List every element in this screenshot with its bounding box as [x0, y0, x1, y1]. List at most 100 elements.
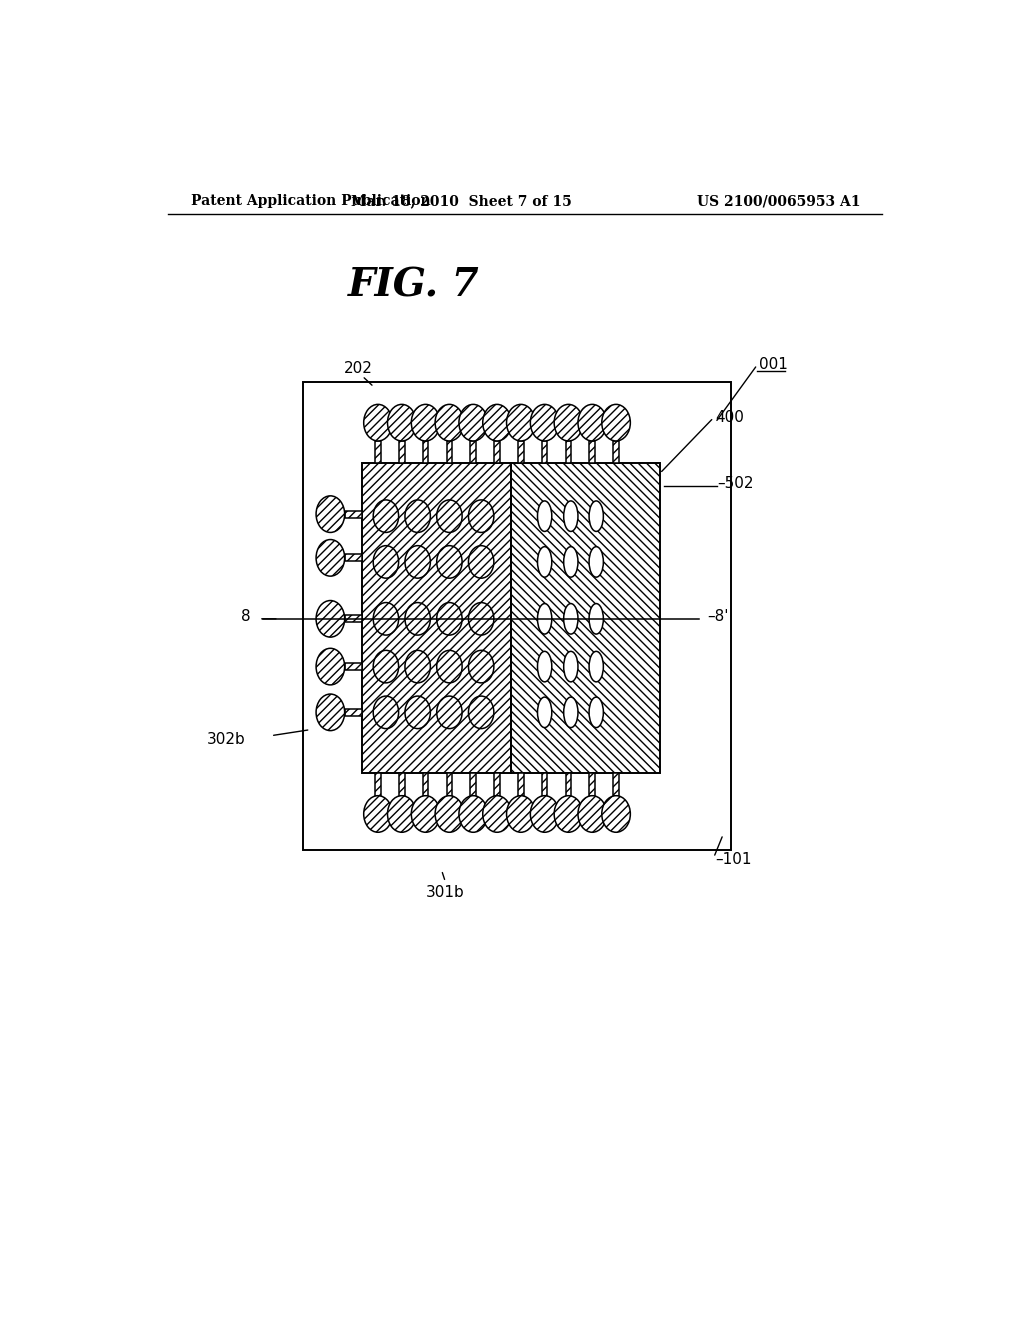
- Polygon shape: [423, 774, 428, 796]
- Circle shape: [530, 404, 559, 441]
- Bar: [303, 381, 731, 850]
- Circle shape: [316, 648, 345, 685]
- Circle shape: [373, 545, 398, 578]
- Text: 001: 001: [759, 358, 787, 372]
- Polygon shape: [565, 441, 571, 463]
- Circle shape: [602, 796, 631, 833]
- Circle shape: [316, 694, 345, 731]
- Text: 202: 202: [344, 362, 373, 376]
- Polygon shape: [590, 441, 595, 463]
- Circle shape: [404, 602, 430, 635]
- Circle shape: [530, 796, 559, 833]
- Polygon shape: [375, 774, 381, 796]
- Polygon shape: [518, 441, 523, 463]
- Circle shape: [578, 404, 606, 441]
- Text: US 2100/0065953 A1: US 2100/0065953 A1: [697, 194, 860, 209]
- Circle shape: [404, 500, 430, 532]
- Polygon shape: [542, 774, 548, 796]
- Polygon shape: [345, 511, 362, 517]
- Circle shape: [373, 696, 398, 729]
- Ellipse shape: [589, 603, 603, 634]
- Polygon shape: [613, 441, 618, 463]
- Ellipse shape: [563, 546, 578, 577]
- Circle shape: [578, 796, 606, 833]
- Circle shape: [364, 404, 392, 441]
- Polygon shape: [399, 774, 404, 796]
- Ellipse shape: [589, 500, 603, 532]
- Text: Mar. 18, 2010  Sheet 7 of 15: Mar. 18, 2010 Sheet 7 of 15: [351, 194, 571, 209]
- Circle shape: [468, 545, 494, 578]
- Circle shape: [554, 796, 583, 833]
- Circle shape: [373, 500, 398, 532]
- Polygon shape: [375, 441, 381, 463]
- Circle shape: [316, 601, 345, 638]
- Circle shape: [602, 404, 631, 441]
- Ellipse shape: [563, 697, 578, 727]
- Ellipse shape: [589, 651, 603, 682]
- Ellipse shape: [538, 500, 552, 532]
- Text: FIG. 7: FIG. 7: [348, 267, 479, 305]
- Text: 8: 8: [242, 610, 251, 624]
- Circle shape: [436, 696, 462, 729]
- Bar: [511, 463, 659, 774]
- Polygon shape: [446, 441, 453, 463]
- Circle shape: [507, 796, 536, 833]
- Bar: [362, 463, 511, 774]
- Circle shape: [404, 696, 430, 729]
- Polygon shape: [345, 663, 362, 671]
- Circle shape: [436, 500, 462, 532]
- Ellipse shape: [589, 697, 603, 727]
- Polygon shape: [345, 709, 362, 715]
- Polygon shape: [399, 441, 404, 463]
- Circle shape: [436, 545, 462, 578]
- Polygon shape: [470, 774, 476, 796]
- Polygon shape: [495, 774, 500, 796]
- Circle shape: [468, 651, 494, 682]
- Text: –101: –101: [715, 853, 752, 867]
- Text: 302b: 302b: [207, 733, 246, 747]
- Circle shape: [459, 404, 487, 441]
- Polygon shape: [565, 774, 571, 796]
- Circle shape: [507, 404, 536, 441]
- Ellipse shape: [538, 697, 552, 727]
- Polygon shape: [423, 441, 428, 463]
- Circle shape: [435, 404, 464, 441]
- Circle shape: [412, 796, 440, 833]
- Polygon shape: [345, 615, 362, 623]
- Text: –502: –502: [718, 477, 754, 491]
- Circle shape: [412, 404, 440, 441]
- Polygon shape: [446, 774, 453, 796]
- Text: 400: 400: [715, 411, 744, 425]
- Circle shape: [373, 602, 398, 635]
- Text: Patent Application Publication: Patent Application Publication: [191, 194, 431, 209]
- Ellipse shape: [538, 651, 552, 682]
- Circle shape: [387, 404, 416, 441]
- Circle shape: [373, 651, 398, 682]
- Polygon shape: [590, 774, 595, 796]
- Text: –8': –8': [708, 610, 729, 624]
- Circle shape: [468, 602, 494, 635]
- Circle shape: [482, 404, 511, 441]
- Polygon shape: [613, 774, 618, 796]
- Circle shape: [436, 651, 462, 682]
- Circle shape: [404, 545, 430, 578]
- Polygon shape: [345, 554, 362, 561]
- Ellipse shape: [563, 603, 578, 634]
- Circle shape: [468, 696, 494, 729]
- Polygon shape: [518, 774, 523, 796]
- Circle shape: [468, 500, 494, 532]
- Ellipse shape: [563, 651, 578, 682]
- Ellipse shape: [563, 500, 578, 532]
- Circle shape: [459, 796, 487, 833]
- Ellipse shape: [538, 546, 552, 577]
- Polygon shape: [495, 441, 500, 463]
- Polygon shape: [470, 441, 476, 463]
- Circle shape: [316, 496, 345, 532]
- Circle shape: [436, 602, 462, 635]
- Circle shape: [316, 540, 345, 576]
- Circle shape: [435, 796, 464, 833]
- Ellipse shape: [589, 546, 603, 577]
- Polygon shape: [542, 441, 548, 463]
- Circle shape: [387, 796, 416, 833]
- Circle shape: [364, 796, 392, 833]
